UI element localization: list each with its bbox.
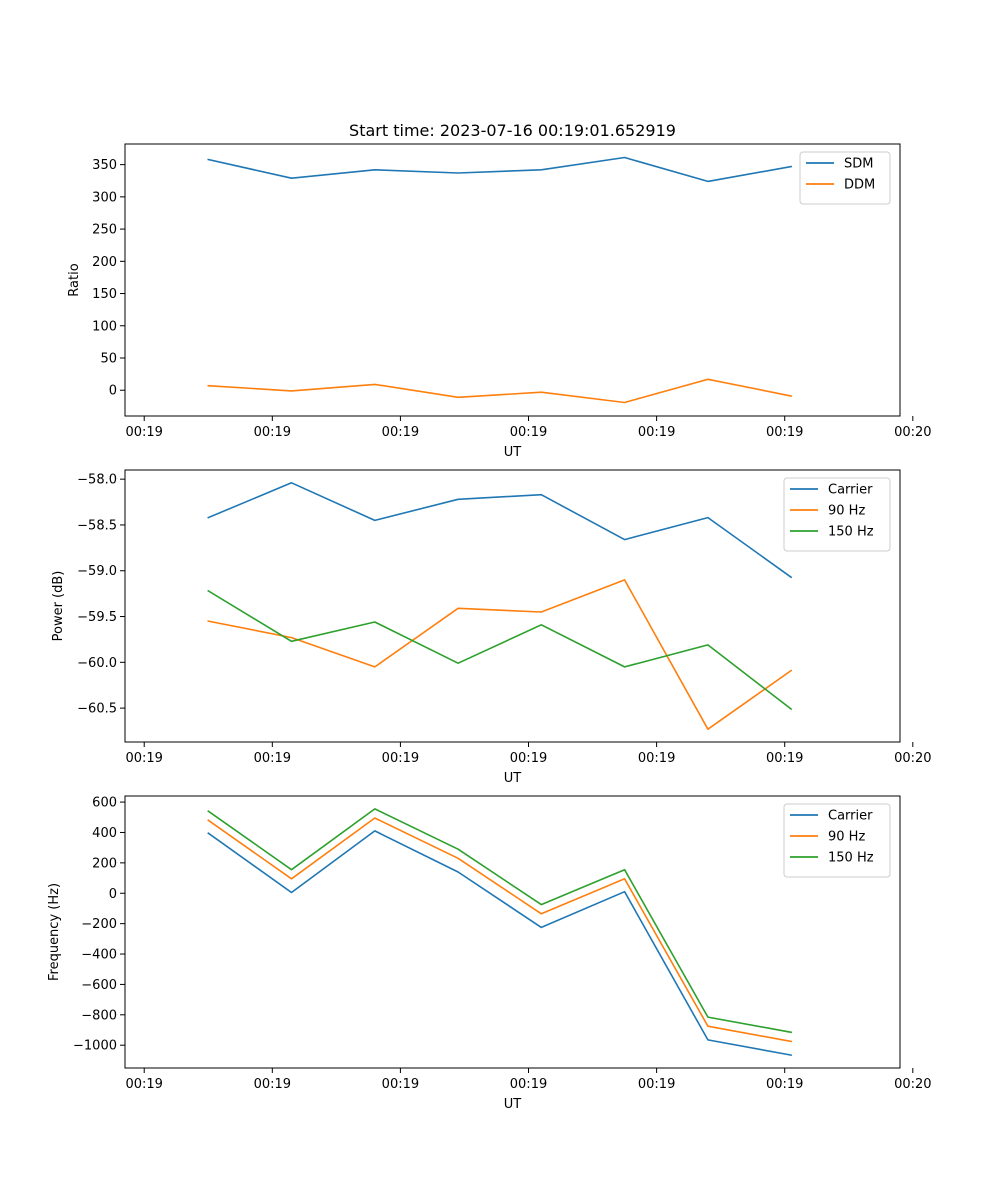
y-tick-label: 100: [92, 319, 117, 334]
x-axis-label: UT: [504, 1097, 522, 1112]
legend-item-90-hz: 90 Hz: [790, 830, 865, 845]
legend-frame: [799, 151, 891, 205]
series-line-carrier: [207, 481, 793, 579]
y-tick-label: 600: [92, 796, 117, 811]
y-tick-label: −400: [81, 948, 117, 963]
x-tick-label: 00:19: [382, 751, 419, 766]
series-line-150-hz: [207, 808, 793, 1034]
y-tick-label: −1000: [73, 1039, 117, 1054]
legend-item-150-hz: 150 Hz: [790, 525, 874, 540]
legend-item-90-hz: 90 Hz: [790, 504, 865, 519]
legend-label: Carrier: [828, 809, 873, 824]
y-tick-label: −600: [81, 978, 117, 993]
x-axis: 00:19 00:19 00:19 00:19 00:19 00:19 00:20: [125, 416, 932, 440]
x-tick-label: 00:19: [638, 1077, 675, 1092]
legend-label: 150 Hz: [828, 525, 874, 540]
series-line-90-hz: [207, 817, 793, 1043]
y-tick-label: −59.0: [77, 564, 117, 579]
x-tick-label: 00:19: [766, 1077, 803, 1092]
subplot-1: Start time: 2023-07-16 00:19:01.65291900…: [67, 121, 932, 460]
y-tick-label: 50: [100, 351, 117, 366]
x-tick-label: 00:20: [894, 1077, 931, 1092]
legend-item-carrier: Carrier: [790, 483, 873, 498]
series-line-150-hz: [207, 589, 793, 711]
series-line-carrier: [207, 830, 793, 1057]
plot-area-frame: [124, 795, 901, 1069]
legend-item-ddm: DDM: [806, 178, 875, 193]
x-tick-label: 00:19: [510, 425, 547, 440]
x-tick-label: 00:19: [638, 425, 675, 440]
y-axis-label: Power (dB): [51, 571, 66, 642]
x-tick-label: 00:19: [254, 425, 291, 440]
legend-frame: [783, 477, 891, 552]
x-tick-label: 00:19: [125, 1077, 162, 1092]
plot-area-frame: [124, 143, 901, 417]
y-axis-label: Frequency (Hz): [47, 883, 62, 981]
y-tick-label: −60.5: [77, 702, 117, 717]
legend-label: SDM: [844, 157, 873, 172]
y-tick-label: 0: [109, 887, 117, 902]
y-tick-label: 200: [92, 856, 117, 871]
x-tick-label: 00:19: [125, 425, 162, 440]
series-lines: [207, 156, 793, 404]
legend: Carrier 90 Hz 150 Hz: [783, 477, 891, 552]
x-tick-label: 00:19: [125, 751, 162, 766]
y-axis-label: Ratio: [67, 263, 82, 296]
legend-label: DDM: [844, 178, 875, 193]
y-tick-label: 350: [92, 158, 117, 173]
x-axis: 00:19 00:19 00:19 00:19 00:19 00:19 00:20: [125, 742, 932, 766]
x-tick-label: 00:19: [766, 751, 803, 766]
y-tick-label: −58.0: [77, 473, 117, 488]
y-tick-label: 400: [92, 826, 117, 841]
legend-frame: [783, 803, 891, 878]
legend-label: 150 Hz: [828, 851, 874, 866]
legend-item-carrier: Carrier: [790, 809, 873, 824]
subplot-3: 00:19 00:19 00:19 00:19 00:19 00:19 00:20 −1000…: [47, 795, 932, 1112]
y-axis: 0 50 100 150 200 250 300 350: [92, 158, 125, 399]
legend-label: 90 Hz: [828, 830, 865, 845]
x-tick-label: 00:20: [894, 751, 931, 766]
legend: SDM DDM: [799, 151, 891, 205]
y-axis: −1000 −800 −600 −400 −200 0 200 400 600: [73, 796, 125, 1054]
x-tick-label: 00:19: [382, 425, 419, 440]
subplot-2: 00:19 00:19 00:19 00:19 00:19 00:19 00:20 −60.5…: [51, 469, 932, 786]
series-line-sdm: [207, 156, 793, 183]
y-tick-label: 250: [92, 223, 117, 238]
series-lines: [207, 481, 793, 731]
series-lines: [207, 808, 793, 1057]
x-tick-label: 00:19: [510, 751, 547, 766]
legend-item-sdm: SDM: [806, 157, 873, 172]
y-tick-label: 300: [92, 190, 117, 205]
y-tick-label: −200: [81, 917, 117, 932]
legend-label: Carrier: [828, 483, 873, 498]
y-tick-label: −58.5: [77, 518, 117, 533]
x-tick-label: 00:19: [638, 751, 675, 766]
x-tick-label: 00:19: [510, 1077, 547, 1092]
legend: Carrier 90 Hz 150 Hz: [783, 803, 891, 878]
y-tick-label: −59.5: [77, 610, 117, 625]
y-axis: −60.5 −60.0 −59.5 −59.0 −58.5 −58.0: [77, 473, 125, 717]
legend-label: 90 Hz: [828, 504, 865, 519]
y-tick-label: −800: [81, 1008, 117, 1023]
chart-title: Start time: 2023-07-16 00:19:01.652919: [349, 121, 676, 140]
x-tick-label: 00:19: [382, 1077, 419, 1092]
x-tick-label: 00:19: [254, 751, 291, 766]
series-line-ddm: [207, 378, 793, 404]
plot-area-frame: [124, 469, 901, 743]
legend-item-150-hz: 150 Hz: [790, 851, 874, 866]
series-line-90-hz: [207, 579, 793, 731]
y-tick-label: −60.0: [77, 656, 117, 671]
x-tick-label: 00:19: [766, 425, 803, 440]
x-tick-label: 00:20: [894, 425, 931, 440]
y-tick-label: 200: [92, 255, 117, 270]
y-tick-label: 150: [92, 287, 117, 302]
x-tick-label: 00:19: [254, 1077, 291, 1092]
x-axis-label: UT: [504, 771, 522, 786]
x-axis-label: UT: [504, 445, 522, 460]
y-tick-label: 0: [109, 384, 117, 399]
x-axis: 00:19 00:19 00:19 00:19 00:19 00:19 00:20: [125, 1068, 932, 1092]
